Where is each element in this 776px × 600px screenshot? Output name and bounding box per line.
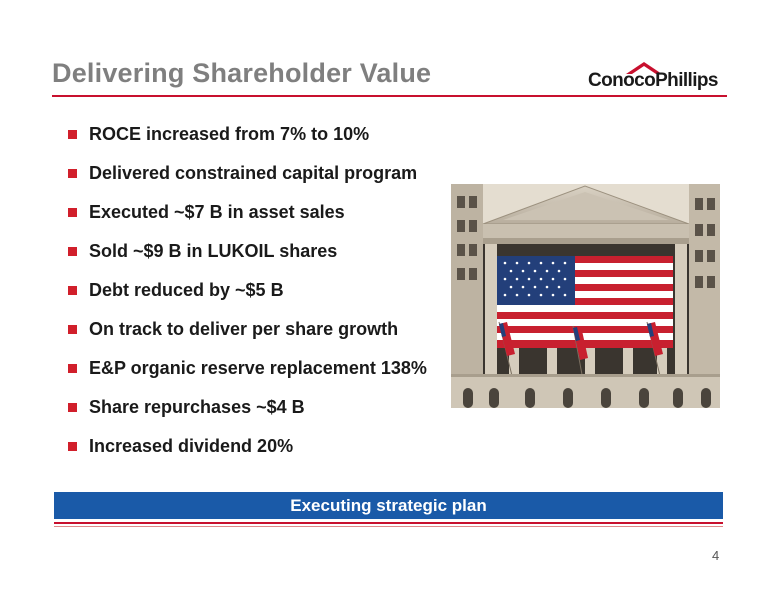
bullet-text: ROCE increased from 7% to 10% [89, 124, 370, 144]
bullet-item: Share repurchases ~$4 B [68, 388, 427, 427]
slide-title: Delivering Shareholder Value [52, 58, 432, 88]
bullet-square-icon [68, 286, 77, 295]
bullet-list: ROCE increased from 7% to 10% Delivered … [68, 115, 427, 466]
bullet-square-icon [68, 364, 77, 373]
bullet-item: Increased dividend 20% [68, 427, 427, 466]
bullet-item: Sold ~$9 B in LUKOIL shares [68, 232, 427, 271]
bullet-item: On track to deliver per share growth [68, 310, 427, 349]
logo-text: ConocoPhillips [588, 70, 718, 91]
bullet-item: E&P organic reserve replacement 138% [68, 349, 427, 388]
bullet-square-icon [68, 403, 77, 412]
nyse-building-flag-photo [451, 184, 720, 408]
title-divider [52, 95, 727, 97]
bullet-item: Debt reduced by ~$5 B [68, 271, 427, 310]
bullet-square-icon [68, 169, 77, 178]
bullet-text: Debt reduced by ~$5 B [89, 280, 284, 300]
bullet-square-icon [68, 247, 77, 256]
banner-divider-thin [54, 526, 723, 527]
strategic-plan-banner: Executing strategic plan [54, 492, 723, 519]
page-number: 4 [712, 548, 720, 563]
bullet-text: Delivered constrained capital program [89, 163, 418, 183]
bullet-text: Executed ~$7 B in asset sales [89, 202, 345, 222]
bullet-text: On track to deliver per share growth [89, 319, 399, 339]
bullet-square-icon [68, 208, 77, 217]
bullet-square-icon [68, 325, 77, 334]
conocophillips-logo: ConocoPhillips [588, 62, 728, 96]
logo-mark-icon [626, 62, 662, 74]
bullet-item: Delivered constrained capital program [68, 154, 427, 193]
bullet-item: ROCE increased from 7% to 10% [68, 115, 427, 154]
bullet-item: Executed ~$7 B in asset sales [68, 193, 427, 232]
bullet-square-icon [68, 130, 77, 139]
bullet-text: Sold ~$9 B in LUKOIL shares [89, 241, 338, 261]
bullet-text: Increased dividend 20% [89, 436, 294, 456]
bullet-square-icon [68, 442, 77, 451]
bullet-text: Share repurchases ~$4 B [89, 397, 305, 417]
stock-exchange-facade-icon [451, 184, 720, 408]
banner-divider [54, 522, 723, 524]
bullet-text: E&P organic reserve replacement 138% [89, 358, 427, 378]
